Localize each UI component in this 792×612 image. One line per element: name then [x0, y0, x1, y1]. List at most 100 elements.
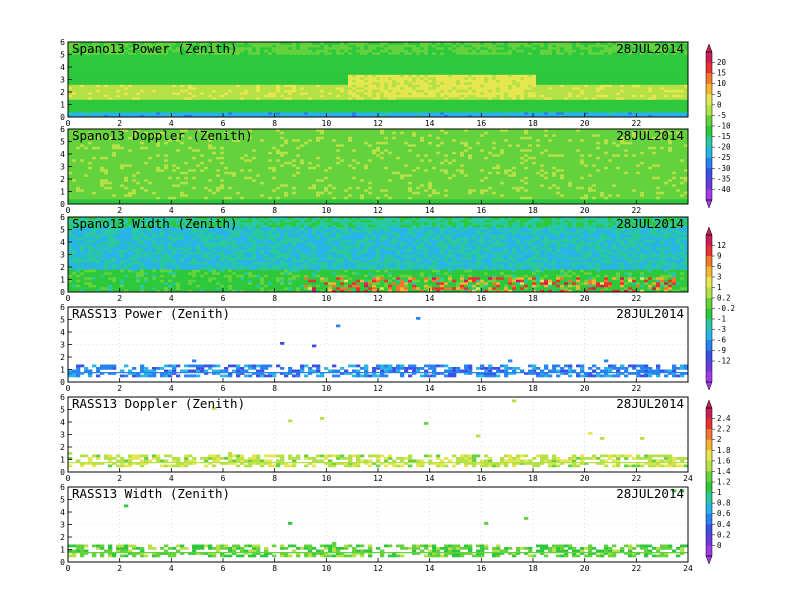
- heat-cell: [312, 64, 317, 68]
- heat-cell: [280, 52, 285, 55]
- heat-cell: [528, 97, 533, 100]
- heat-cell: [196, 52, 201, 55]
- heat-cell: [620, 72, 625, 75]
- heat-cell: [592, 87, 597, 90]
- heat-cell: [588, 67, 593, 70]
- heat-cell: [328, 52, 333, 55]
- heat-cell: [652, 84, 657, 88]
- heat-cell: [132, 44, 137, 48]
- heat-cell: [324, 47, 329, 50]
- heat-cell: [236, 72, 241, 75]
- heat-cell: [176, 72, 181, 75]
- heat-cell: [72, 194, 77, 197]
- heat-cell: [240, 42, 245, 45]
- heat-cell: [608, 62, 613, 65]
- heat-cell: [156, 99, 161, 103]
- heat-cell: [472, 102, 477, 105]
- heat-cell: [380, 42, 385, 45]
- heat-cell: [112, 77, 117, 80]
- heat-cell: [288, 44, 293, 48]
- heat-cell: [660, 59, 665, 63]
- heat-cell: [536, 72, 541, 75]
- heat-cell: [612, 107, 617, 110]
- heat-cell: [556, 97, 561, 100]
- heat-cell: [220, 57, 225, 60]
- heat-cell: [280, 69, 285, 73]
- heat-cell: [452, 67, 457, 70]
- heat-cell: [88, 89, 93, 93]
- heat-cell: [452, 97, 457, 100]
- heat-cell: [652, 109, 657, 113]
- heat-cell: [104, 199, 109, 202]
- heat-cell: [672, 42, 677, 45]
- heat-cell: [80, 146, 85, 150]
- heat-cell: [72, 112, 77, 115]
- heat-cell: [88, 129, 93, 132]
- heat-cell: [164, 74, 169, 78]
- heat-cell: [128, 87, 133, 90]
- heat-cell: [176, 107, 181, 110]
- heat-cell: [636, 59, 641, 63]
- heat-cell: [660, 99, 665, 103]
- heat-cell: [204, 57, 209, 60]
- heat-cell: [328, 42, 333, 45]
- heat-cell: [392, 77, 397, 80]
- heat-cell: [160, 64, 165, 68]
- heat-cell: [448, 104, 453, 108]
- heat-cell: [212, 79, 217, 83]
- heat-cell: [160, 57, 165, 60]
- heat-cell: [424, 114, 429, 118]
- heat-cell: [144, 102, 149, 105]
- heat-cell: [244, 84, 249, 88]
- heat-cell: [100, 151, 105, 155]
- heat-cell: [328, 102, 333, 105]
- heat-cell: [612, 99, 617, 103]
- heat-cell: [600, 89, 605, 93]
- heat-cell: [164, 94, 169, 98]
- heat-cell: [156, 47, 161, 50]
- heat-cell: [556, 89, 561, 93]
- heat-cell: [100, 139, 105, 142]
- heat-cell: [68, 42, 73, 45]
- heat-cell: [484, 99, 489, 103]
- heat-cell: [532, 54, 537, 58]
- heat-cell: [272, 59, 277, 63]
- heat-cell: [96, 94, 101, 98]
- heat-cell: [560, 112, 565, 115]
- heat-cell: [76, 77, 81, 80]
- heat-cell: [492, 62, 497, 65]
- heat-cell: [324, 67, 329, 70]
- heat-cell: [520, 47, 525, 50]
- heat-cell: [676, 87, 681, 90]
- heat-cell: [108, 94, 113, 98]
- heat-cell: [540, 77, 545, 80]
- heat-cell: [184, 102, 189, 105]
- heat-cell: [476, 47, 481, 50]
- heat-cell: [672, 84, 677, 88]
- heat-cell: [484, 112, 489, 115]
- heat-cell: [420, 54, 425, 58]
- heat-cell: [320, 49, 325, 53]
- heat-cell: [440, 89, 445, 93]
- heat-cell: [332, 59, 337, 63]
- heat-cell: [220, 49, 225, 53]
- heat-cell: [292, 67, 297, 70]
- heat-cell: [516, 82, 521, 85]
- heat-cell: [76, 97, 81, 100]
- heat-cell: [620, 82, 625, 85]
- heat-cell: [592, 47, 597, 50]
- heat-cell: [260, 102, 265, 105]
- heat-cell: [148, 102, 153, 105]
- heat-cell: [532, 59, 537, 63]
- heat-cell: [332, 84, 337, 88]
- heat-cell: [188, 67, 193, 70]
- heat-cell: [76, 141, 81, 145]
- heat-cell: [256, 52, 261, 55]
- heat-cell: [456, 44, 461, 48]
- heat-cell: [600, 74, 605, 78]
- heat-cell: [136, 69, 141, 73]
- heat-cell: [380, 102, 385, 105]
- heat-cell: [112, 82, 117, 85]
- heat-cell: [636, 74, 641, 78]
- heat-cell: [88, 82, 93, 85]
